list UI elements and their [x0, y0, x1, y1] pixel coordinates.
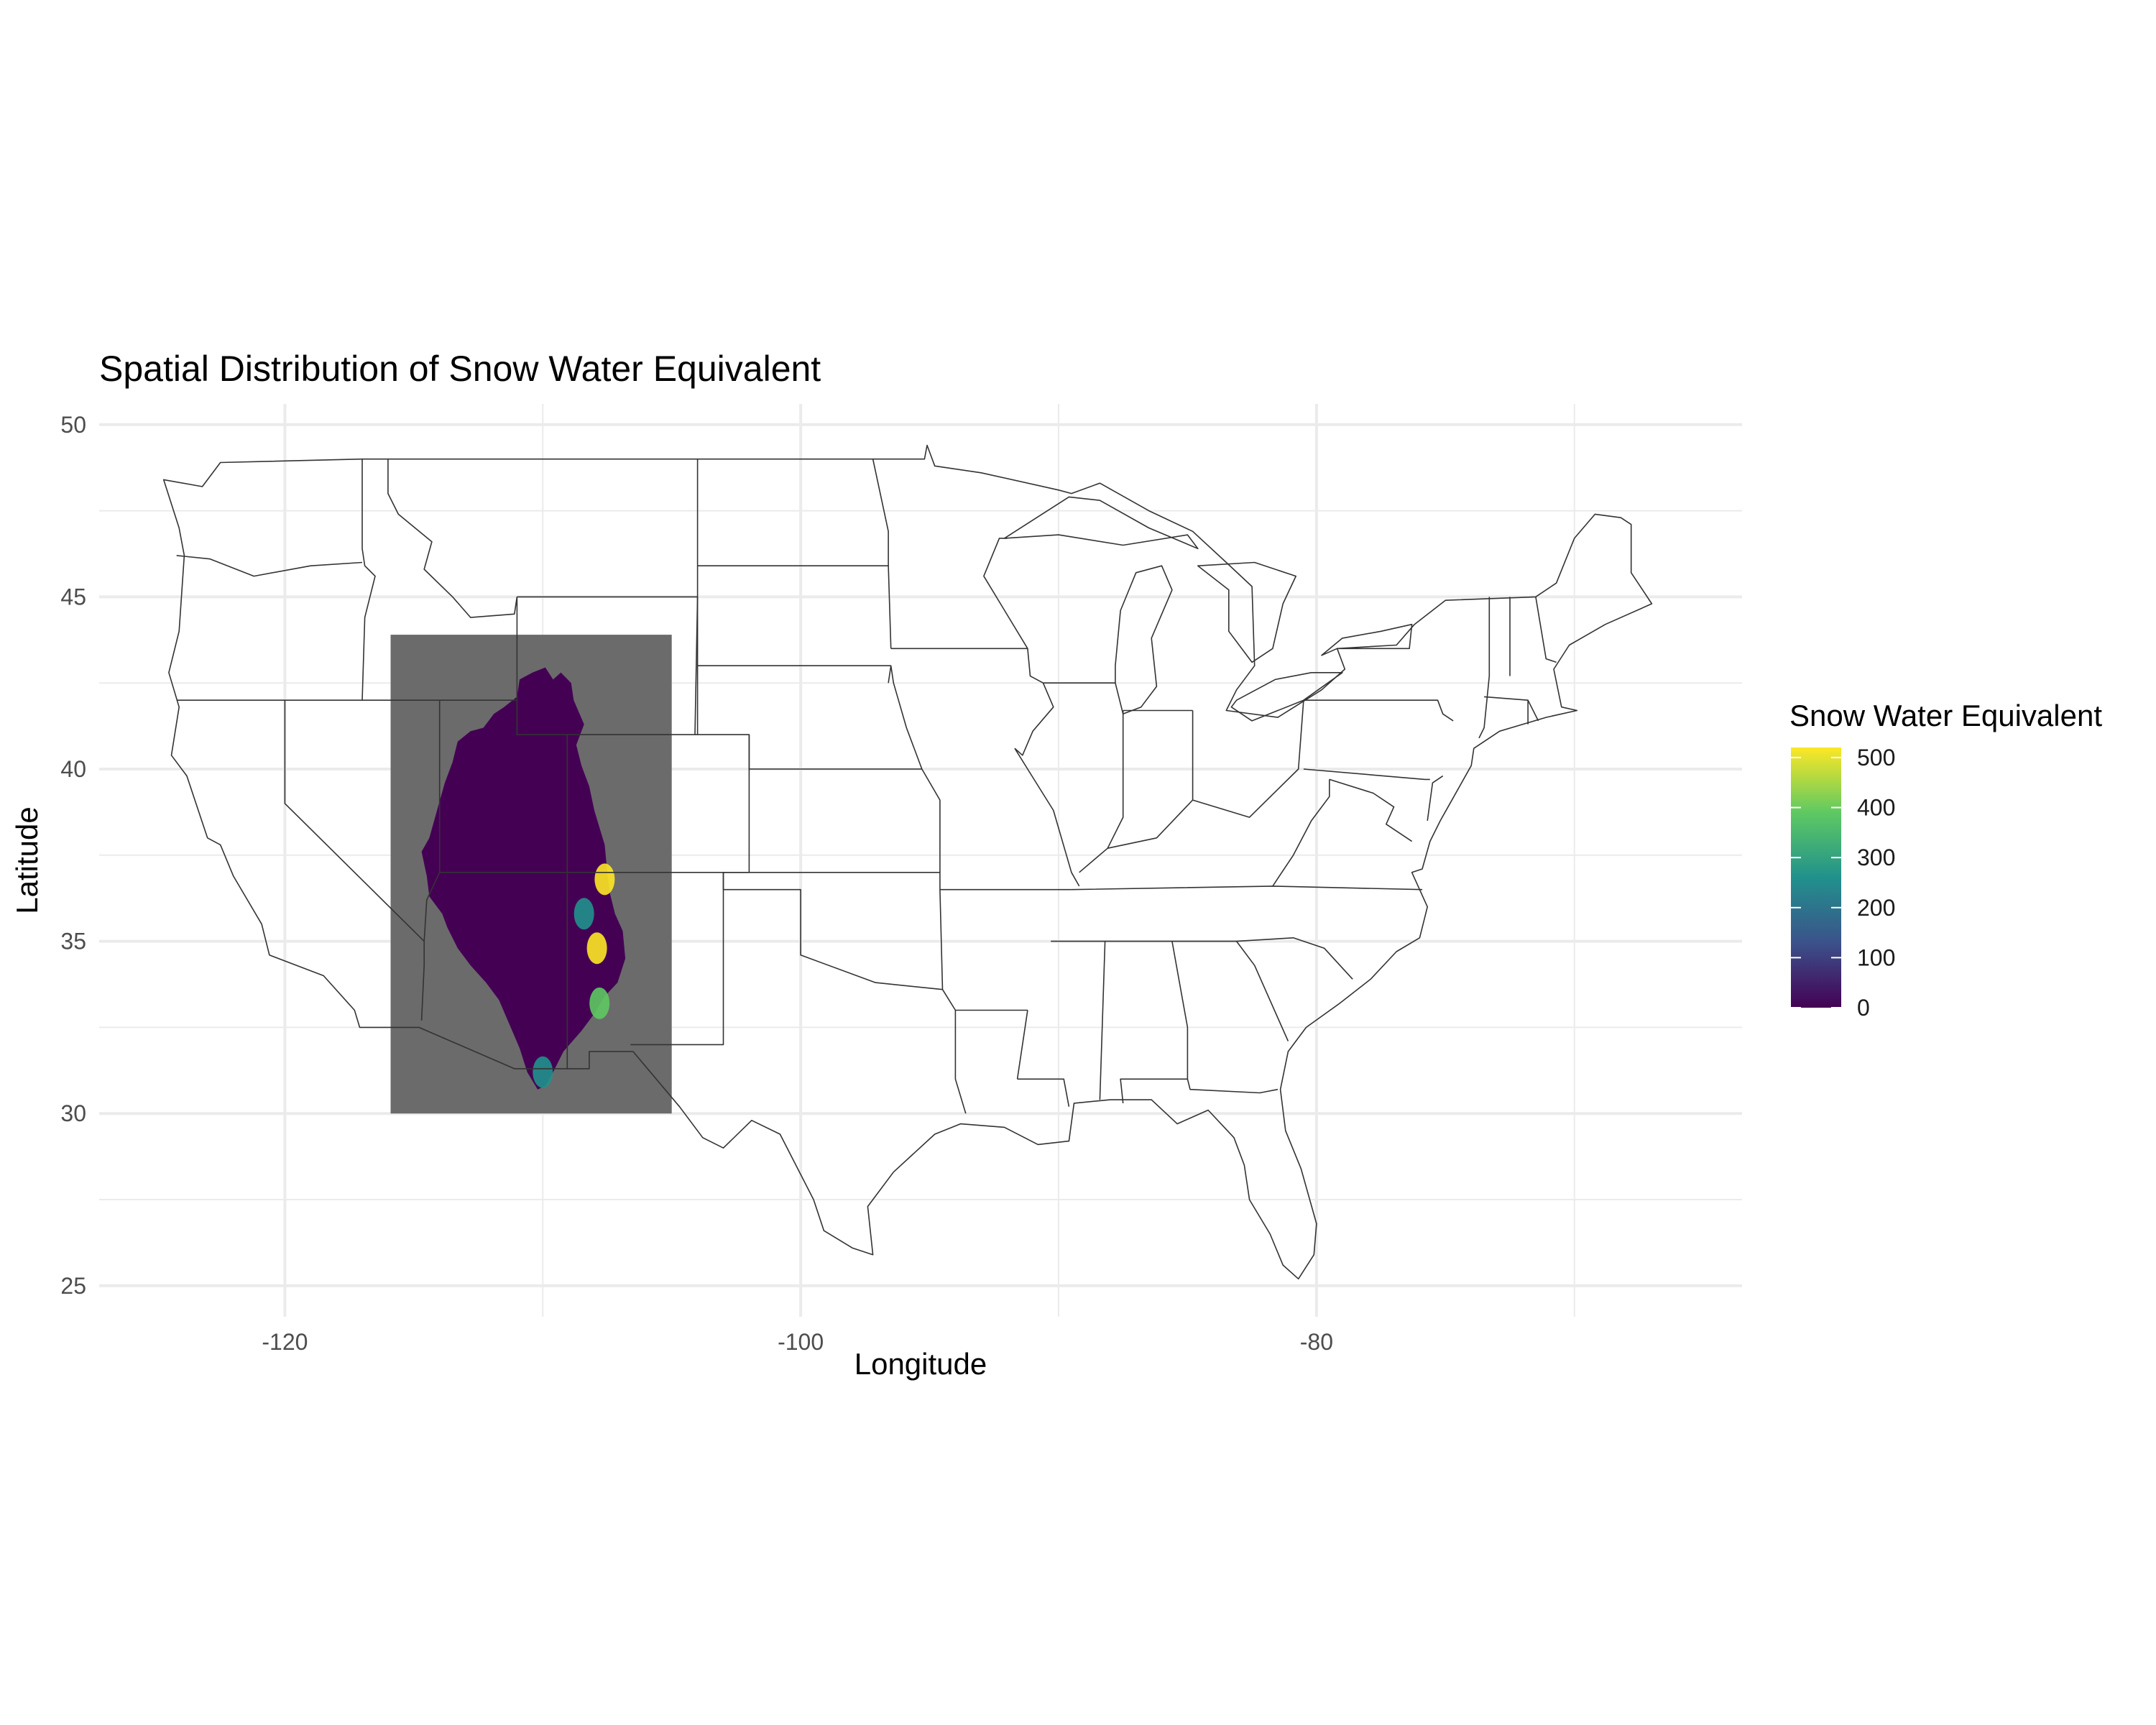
state-boundary	[1071, 886, 1423, 891]
legend-colorbar	[1791, 748, 1841, 1008]
state-boundary	[1535, 597, 1557, 663]
state-boundary	[1329, 778, 1413, 842]
y-tick-label: 25	[60, 1273, 86, 1299]
y-tick-label: 45	[60, 584, 86, 610]
y-axis-title: Latitude	[10, 806, 44, 914]
x-axis-ticks: -120 -100 -80	[262, 1329, 1333, 1355]
great-lake-outline	[1003, 496, 1199, 550]
state-boundary	[872, 459, 892, 649]
legend-tick-label: 0	[1857, 995, 1870, 1021]
us-outline	[162, 444, 1653, 1280]
state-boundary	[695, 734, 922, 770]
state-boundary	[176, 555, 363, 577]
map-panel	[162, 444, 1653, 1280]
state-boundary	[1192, 700, 1304, 818]
x-tick-label: -80	[1300, 1329, 1333, 1355]
state-boundary	[890, 538, 1028, 650]
state-boundary	[939, 889, 967, 1114]
great-lake-outline	[1115, 565, 1173, 715]
state-boundaries	[162, 444, 1653, 1280]
legend-ticks: 0 100 200 300 400 500	[1791, 745, 1895, 1021]
y-tick-label: 40	[60, 756, 86, 782]
state-boundary	[1014, 748, 1080, 887]
legend-tick-label: 100	[1857, 944, 1895, 970]
swe-hotspot	[589, 987, 610, 1019]
great-lake-outline	[1230, 672, 1343, 722]
legend-tick-label: 500	[1857, 745, 1895, 770]
legend-tick-label: 400	[1857, 795, 1895, 821]
state-boundary	[1303, 699, 1454, 722]
state-boundary	[1017, 1078, 1070, 1107]
state-boundary	[1107, 710, 1124, 849]
state-boundary	[1079, 710, 1194, 873]
x-tick-label: -100	[778, 1329, 824, 1355]
y-tick-label: 50	[60, 412, 86, 438]
state-boundary	[1120, 941, 1189, 1103]
swe-hotspot	[573, 898, 594, 930]
state-boundary	[1478, 597, 1491, 739]
state-boundary	[1016, 1010, 1028, 1080]
state-boundary	[1272, 779, 1330, 887]
great-lake-outline	[1197, 561, 1296, 663]
state-boundary	[1051, 937, 1353, 980]
swe-hotspot	[533, 1056, 553, 1088]
fill-legend: Snow Water Equivalent 0 100 200 300 400 500	[1789, 699, 2102, 1021]
state-boundary	[1235, 941, 1289, 1041]
swe-hotspot	[586, 932, 607, 965]
chart-title: Spatial Distribution of Snow Water Equiv…	[99, 349, 821, 389]
great-lake-outline	[1321, 623, 1413, 656]
swe-high-value-areas	[533, 863, 615, 1088]
state-boundary	[1303, 768, 1430, 781]
state-boundary	[1014, 648, 1054, 756]
swe-hotspot	[594, 863, 615, 896]
state-boundary	[1099, 941, 1106, 1100]
x-axis-title: Longitude	[854, 1347, 987, 1381]
state-boundary	[361, 459, 376, 701]
y-tick-label: 35	[60, 929, 86, 954]
x-tick-label: -120	[262, 1329, 308, 1355]
state-boundary	[1484, 696, 1539, 722]
y-axis-ticks: 25 30 35 40 45 50	[60, 412, 86, 1299]
legend-tick-label: 300	[1857, 845, 1895, 870]
swe-basin-raster	[421, 667, 626, 1090]
state-boundary	[1187, 1079, 1279, 1094]
state-boundary	[423, 700, 441, 942]
state-boundary	[387, 459, 518, 618]
state-boundary	[890, 666, 941, 890]
state-boundary	[722, 872, 943, 990]
legend-tick-label: 200	[1857, 895, 1895, 921]
legend-title: Snow Water Equivalent	[1789, 699, 2102, 732]
state-boundary	[1427, 775, 1444, 822]
gridlines	[99, 404, 1742, 1317]
y-tick-label: 30	[60, 1100, 86, 1126]
state-boundary	[697, 665, 892, 684]
